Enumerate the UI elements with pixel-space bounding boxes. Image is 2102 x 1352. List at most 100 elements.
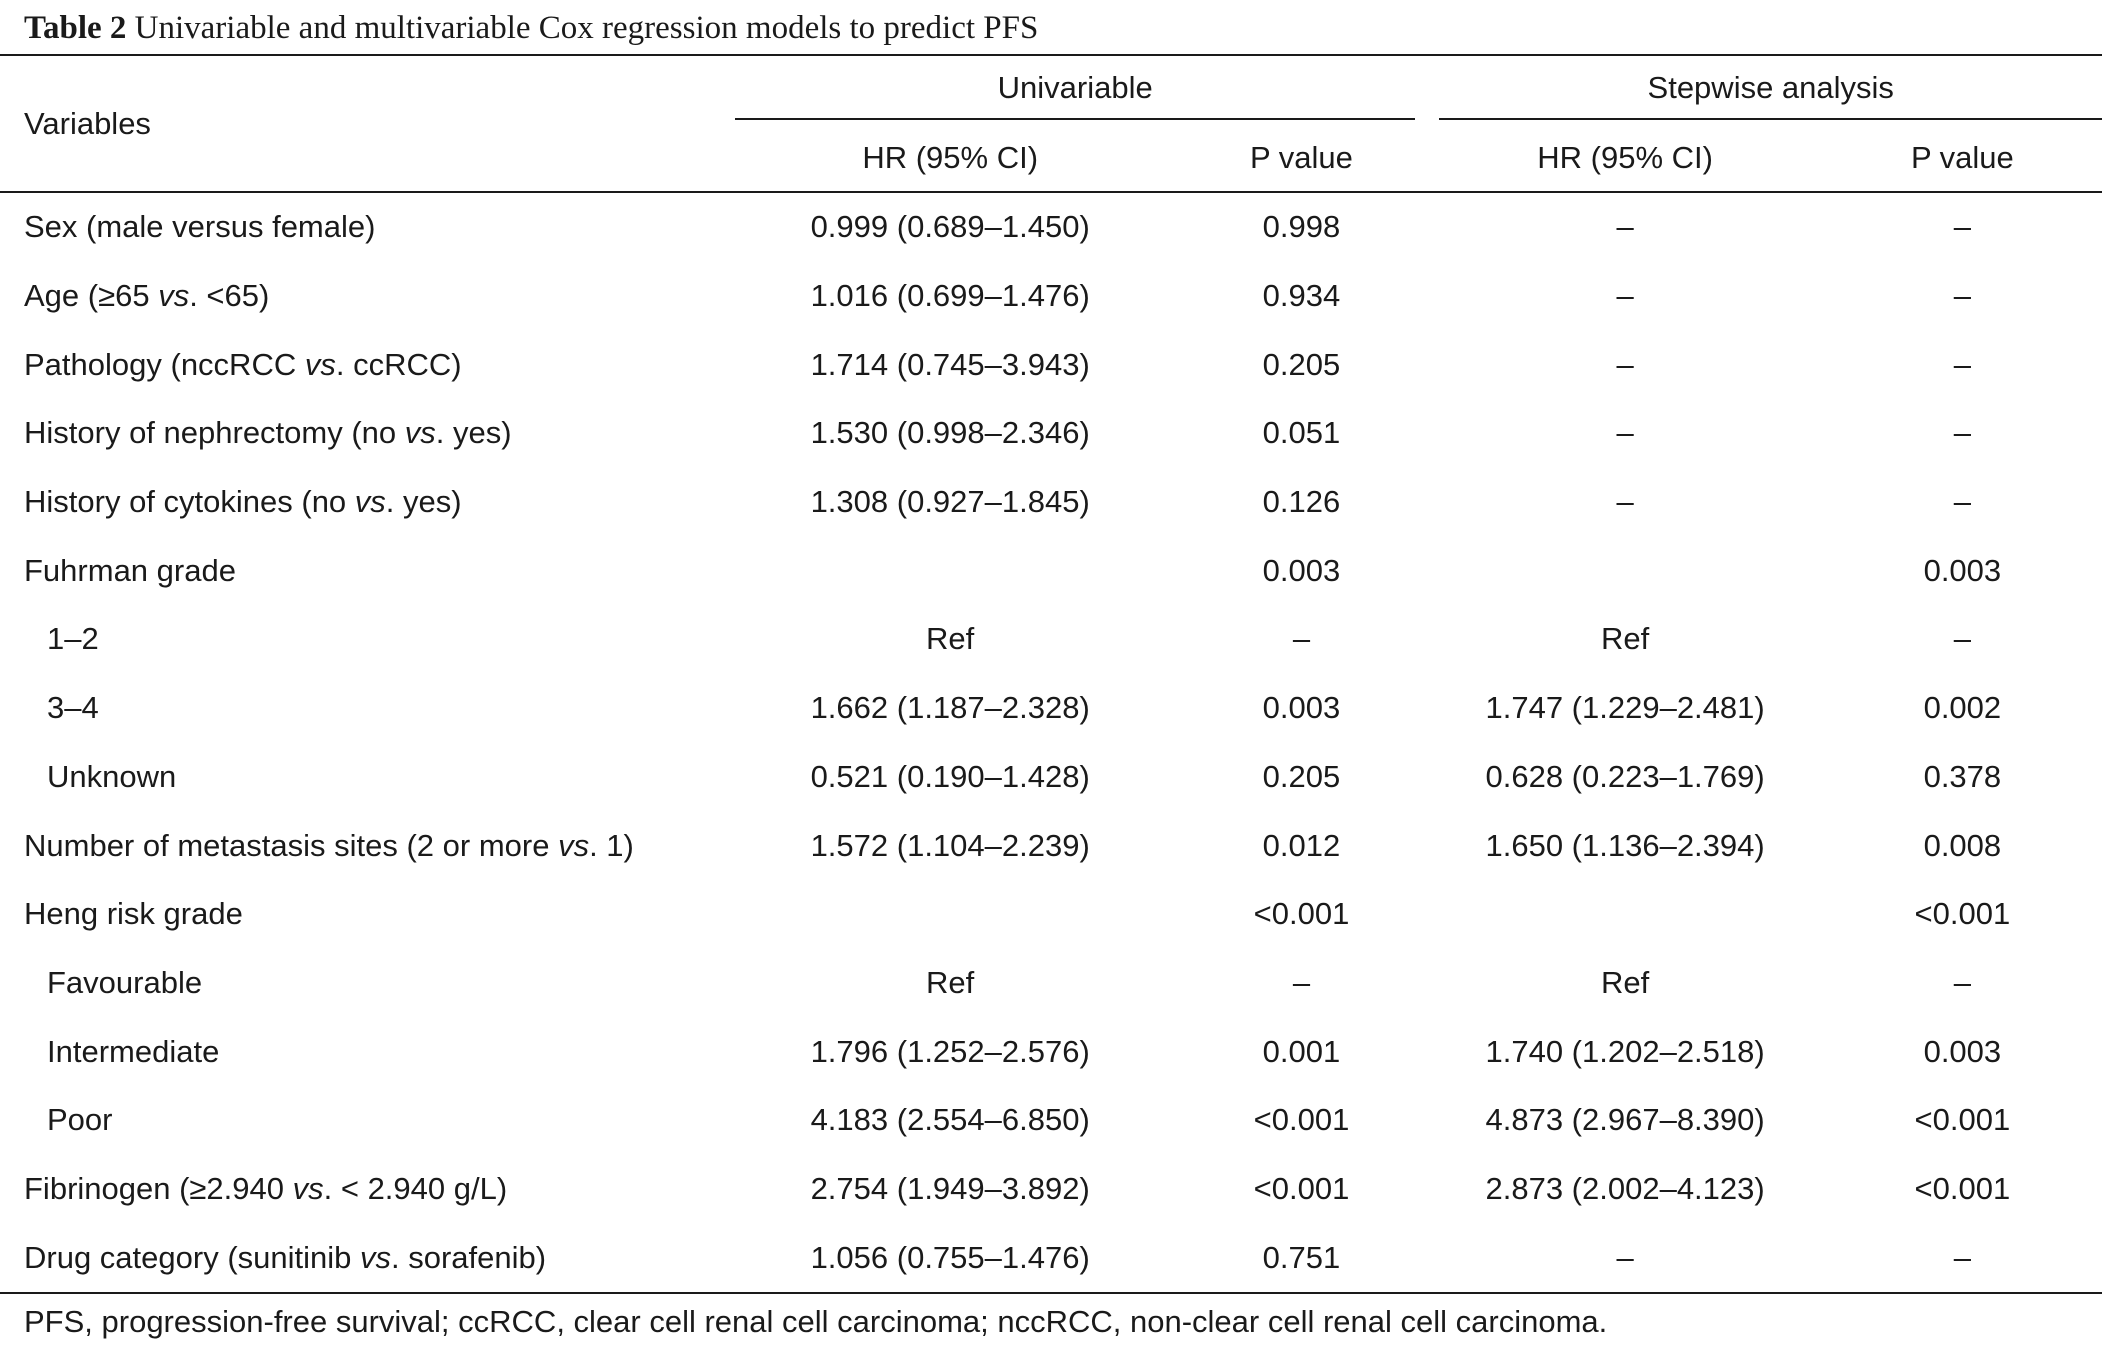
- cell-hr-univariable: 0.521 (0.190–1.428): [810, 758, 1090, 794]
- cell-p-stepwise: <0.001: [1914, 896, 2011, 932]
- variable-pre: Favourable: [47, 964, 203, 1000]
- variable-vs: vs: [558, 827, 590, 863]
- cell-variable: Number of metastasis sites (2 or more vs…: [0, 811, 725, 880]
- cell-hr-stepwise: 2.873 (2.002–4.123): [1485, 1170, 1765, 1206]
- table-row: Intermediate 1.796 (1.252–2.576) 0.001 1.74…: [0, 1017, 2102, 1086]
- cell-p-univariable: 0.998: [1262, 209, 1341, 245]
- cell-p-univariable: 0.205: [1262, 758, 1341, 794]
- cell-p-stepwise: <0.001: [1914, 1102, 2011, 1138]
- table-row: Poor 4.183 (2.554–6.850) <0.001 4.873 (2.96…: [0, 1086, 2102, 1155]
- cell-hr-univariable: 1.796 (1.252–2.576): [810, 1033, 1090, 1069]
- variable-vs: vs: [304, 346, 336, 382]
- cell-hr-stepwise: 1.747 (1.229–2.481): [1485, 690, 1765, 726]
- cell-variable: Heng risk grade: [0, 880, 725, 949]
- header-variables: Variables: [24, 105, 151, 141]
- header-group-univariable: Univariable: [725, 55, 1428, 124]
- table-row: Fuhrman grade 0.003 0.003: [0, 536, 2102, 605]
- table-footnote: PFS, progression-free survival; ccRCC, c…: [24, 1304, 1608, 1339]
- header-group-stepwise-label: Stepwise analysis: [1439, 70, 2102, 120]
- cell-hr-stepwise: –: [1616, 209, 1634, 245]
- cell-hr-stepwise: Ref: [1600, 964, 1650, 1000]
- table-caption-label: Table 2: [24, 10, 127, 46]
- variable-post: . yes): [385, 484, 462, 520]
- variable-pre: Fuhrman grade: [24, 552, 236, 588]
- variable-pre: Poor: [47, 1102, 113, 1138]
- cell-p-stepwise: 0.003: [1923, 552, 2002, 588]
- cell-p-stepwise: –: [1953, 209, 1971, 245]
- cell-hr-univariable: 1.530 (0.998–2.346): [810, 415, 1090, 451]
- table-row: History of nephrectomy (no vs. yes) 1.530…: [0, 399, 2102, 468]
- variable-pre: Intermediate: [47, 1033, 220, 1069]
- variable-pre: Drug category (sunitinib: [24, 1239, 360, 1275]
- cell-p-univariable: <0.001: [1253, 1102, 1350, 1138]
- cell-variable: Fuhrman grade: [0, 536, 725, 605]
- table-row: Age (≥65 vs. <65) 1.016 (0.699–1.476) 0.93…: [0, 262, 2102, 331]
- table-header: Variables Univariable Stepwise analysis …: [0, 55, 2102, 192]
- header-hr-univariable: HR (95% CI): [862, 139, 1039, 175]
- variable-vs: vs: [360, 1239, 391, 1275]
- cell-hr-stepwise: Ref: [1600, 621, 1650, 657]
- cell-p-stepwise: –: [1953, 346, 1971, 382]
- variable-pre: 1–2: [47, 621, 99, 657]
- cell-variable: Age (≥65 vs. <65): [0, 262, 725, 331]
- cell-p-stepwise: 0.008: [1923, 827, 2002, 863]
- table-row: 1–2 Ref – Ref –: [0, 605, 2102, 674]
- cell-p-univariable: 0.012: [1262, 827, 1341, 863]
- cell-p-univariable: 0.003: [1262, 552, 1341, 588]
- cell-hr-stepwise: 1.740 (1.202–2.518): [1485, 1033, 1765, 1069]
- cell-hr-stepwise: 0.628 (0.223–1.769): [1485, 758, 1765, 794]
- variable-pre: History of nephrectomy (no: [24, 415, 405, 451]
- cell-variable: Favourable: [0, 949, 725, 1018]
- cell-hr-univariable: 1.662 (1.187–2.328): [810, 690, 1090, 726]
- cell-p-stepwise: –: [1953, 1239, 1971, 1275]
- variable-pre: Pathology (nccRCC: [24, 346, 305, 382]
- header-group-stepwise: Stepwise analysis: [1427, 55, 2102, 124]
- header-p-univariable: P value: [1250, 139, 1353, 175]
- table-row: 3–4 1.662 (1.187–2.328) 0.003 1.747 (1.229–…: [0, 674, 2102, 743]
- cell-hr-stepwise: –: [1616, 415, 1634, 451]
- variable-post: . yes): [435, 415, 512, 451]
- cell-variable: Pathology (nccRCC vs. ccRCC): [0, 330, 725, 399]
- cox-regression-table: Variables Univariable Stepwise analysis …: [0, 54, 2102, 1294]
- table-row: History of cytokines (no vs. yes) 1.308 (…: [0, 468, 2102, 537]
- cell-p-univariable: 0.751: [1262, 1239, 1341, 1275]
- variable-post: . ccRCC): [335, 346, 462, 382]
- variable-vs: vs: [354, 484, 386, 520]
- table-row: Drug category (sunitinib vs. sorafenib) 1…: [0, 1223, 2102, 1293]
- header-p-stepwise: P value: [1910, 139, 2014, 175]
- table-row: Pathology (nccRCC vs. ccRCC) 1.714 (0.745…: [0, 330, 2102, 399]
- cell-hr-stepwise: [1427, 880, 1822, 949]
- cell-p-univariable: 0.003: [1262, 690, 1341, 726]
- variable-post: . sorafenib): [391, 1239, 547, 1275]
- variable-pre: Fibrinogen (≥2.940: [24, 1170, 293, 1206]
- cell-p-univariable: 0.934: [1262, 278, 1341, 314]
- cell-hr-stepwise: [1427, 536, 1822, 605]
- cell-hr-univariable: Ref: [926, 964, 975, 1000]
- cell-p-univariable: 0.205: [1262, 346, 1341, 382]
- cell-p-stepwise: –: [1953, 484, 1971, 520]
- cell-hr-univariable: [725, 880, 1176, 949]
- cell-p-univariable: –: [1292, 964, 1311, 1000]
- variable-vs: vs: [404, 415, 436, 451]
- table-row: Favourable Ref – Ref –: [0, 949, 2102, 1018]
- variable-pre: 3–4: [47, 690, 99, 726]
- cell-p-stepwise: 0.378: [1923, 758, 2002, 794]
- cell-variable: Sex (male versus female): [0, 192, 725, 262]
- cell-hr-univariable: [725, 536, 1176, 605]
- cell-p-stepwise: –: [1953, 278, 1971, 314]
- table-row: Fibrinogen (≥2.940 vs. < 2.940 g/L) 2.754…: [0, 1155, 2102, 1224]
- variable-pre: History of cytokines (no: [24, 484, 355, 520]
- variable-pre: Number of metastasis sites (2 or more: [24, 827, 559, 863]
- cell-p-stepwise: –: [1953, 415, 1971, 451]
- cell-hr-stepwise: 4.873 (2.967–8.390): [1485, 1102, 1765, 1138]
- cell-hr-stepwise: 1.650 (1.136–2.394): [1485, 827, 1765, 863]
- cell-hr-univariable: 4.183 (2.554–6.850): [810, 1102, 1090, 1138]
- cell-p-univariable: 0.126: [1262, 484, 1341, 520]
- variable-pre: Sex (male versus female): [24, 209, 376, 245]
- cell-hr-univariable: 2.754 (1.949–3.892): [810, 1170, 1090, 1206]
- cell-variable: Unknown: [0, 743, 725, 812]
- cell-hr-univariable: 0.999 (0.689–1.450): [810, 209, 1090, 245]
- table-body: Sex (male versus female) 0.999 (0.689–1.4…: [0, 192, 2102, 1293]
- cell-p-stepwise: 0.003: [1923, 1033, 2002, 1069]
- cell-hr-univariable: 1.572 (1.104–2.239): [810, 827, 1090, 863]
